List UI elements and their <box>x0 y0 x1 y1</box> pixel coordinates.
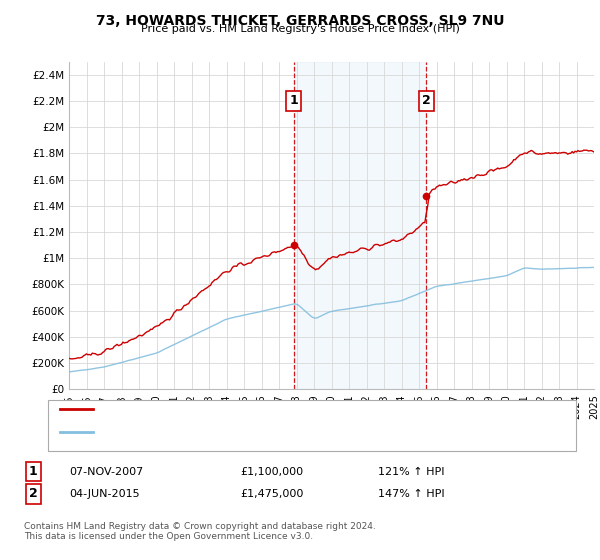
Text: £1,475,000: £1,475,000 <box>240 489 304 499</box>
Text: 73, HOWARDS THICKET, GERRARDS CROSS, SL9 7NU: 73, HOWARDS THICKET, GERRARDS CROSS, SL9… <box>96 14 504 28</box>
Text: 2: 2 <box>29 487 37 501</box>
Text: 04-JUN-2015: 04-JUN-2015 <box>69 489 140 499</box>
Text: HPI: Average price, detached house, Buckinghamshire: HPI: Average price, detached house, Buck… <box>99 427 383 437</box>
Text: 1: 1 <box>29 465 37 478</box>
Text: 147% ↑ HPI: 147% ↑ HPI <box>378 489 445 499</box>
Text: 07-NOV-2007: 07-NOV-2007 <box>69 466 143 477</box>
Text: Contains HM Land Registry data © Crown copyright and database right 2024.
This d: Contains HM Land Registry data © Crown c… <box>24 522 376 542</box>
Text: £1,100,000: £1,100,000 <box>240 466 303 477</box>
Text: 2: 2 <box>422 95 431 108</box>
Text: Price paid vs. HM Land Registry's House Price Index (HPI): Price paid vs. HM Land Registry's House … <box>140 24 460 34</box>
Text: 1: 1 <box>290 95 298 108</box>
Bar <box>294 62 427 389</box>
Text: 73, HOWARDS THICKET, GERRARDS CROSS, SL9 7NU (detached house): 73, HOWARDS THICKET, GERRARDS CROSS, SL9… <box>99 404 469 414</box>
Text: 121% ↑ HPI: 121% ↑ HPI <box>378 466 445 477</box>
